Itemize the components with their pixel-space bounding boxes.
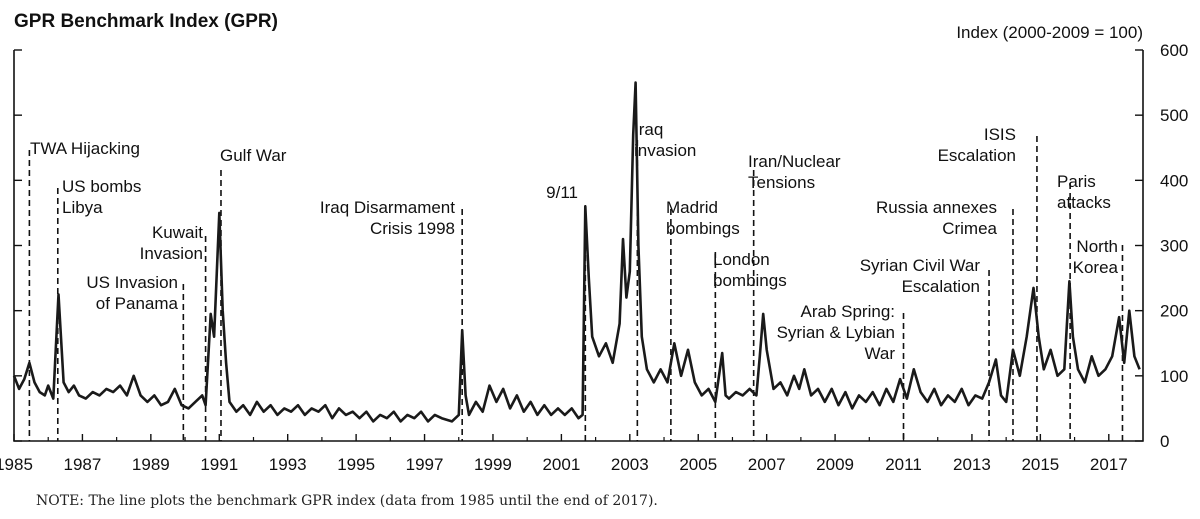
y-tick-label: 500 [1160, 106, 1188, 125]
event-label: invasion [634, 141, 696, 160]
event-marker: Kuwait Invasion [140, 223, 207, 441]
x-tick-label: 1985 [0, 455, 33, 474]
event-marker: Iran/Nuclear Tensions [748, 152, 841, 441]
event-marker: London bombings [713, 250, 787, 441]
event-label: Crisis 1998 [370, 219, 455, 238]
event-label: Libya [62, 198, 103, 217]
event-label: Invasion [140, 244, 203, 263]
x-tick-label: 2009 [816, 455, 854, 474]
event-label: Syrian & Lybian [777, 323, 895, 342]
x-tick-label: 1995 [337, 455, 375, 474]
event-label: Tensions [748, 173, 815, 192]
x-tick-label: 1987 [64, 455, 102, 474]
event-marker: 9/11 [546, 183, 587, 441]
y-tick-label: 400 [1160, 171, 1188, 190]
event-label: Iran/Nuclear [748, 152, 841, 171]
event-label: Russia annexes [876, 198, 997, 217]
y-tick-label: 0 [1160, 432, 1169, 451]
y-tick-label: 600 [1160, 41, 1188, 60]
event-marker: Iraq invasion [634, 120, 696, 441]
event-label: Madrid [666, 198, 718, 217]
x-tick-label: 2001 [542, 455, 580, 474]
event-label: US bombs [62, 177, 141, 196]
x-tick-label: 1997 [406, 455, 444, 474]
x-tick-label: 2003 [611, 455, 649, 474]
event-label: bombings [666, 219, 740, 238]
event-marker: TWA Hijacking [28, 139, 140, 441]
event-marker: Arab Spring: Syrian & Lybian War [777, 302, 905, 441]
y-tick-label: 100 [1160, 367, 1188, 386]
event-label: Escalation [938, 146, 1016, 165]
gpr-series-line [12, 81, 1141, 423]
x-tick-label: 2015 [1021, 455, 1059, 474]
event-label: Paris [1057, 172, 1096, 191]
x-tick-label: 2011 [885, 455, 922, 474]
event-marker: US bombs Libya [56, 177, 141, 441]
event-label: ISIS [984, 125, 1016, 144]
event-label: Iraq Disarmament [320, 198, 455, 217]
event-marker: ISIS Escalation [938, 125, 1038, 441]
event-marker: Paris attacks [1057, 172, 1111, 441]
event-marker: Madrid bombings [666, 198, 740, 441]
event-label: North [1076, 237, 1118, 256]
event-marker: Gulf War [220, 146, 287, 441]
y-tick-label: 200 [1160, 302, 1188, 321]
x-tick-label: 1999 [474, 455, 512, 474]
event-label: Gulf War [220, 146, 287, 165]
x-tick-label: 2005 [679, 455, 717, 474]
x-tick-label: 2007 [748, 455, 786, 474]
event-marker: Iraq Disarmament Crisis 1998 [320, 198, 463, 441]
event-label: Syrian Civil War [860, 256, 981, 275]
event-label: Escalation [902, 277, 980, 296]
x-tick-label: 2017 [1090, 455, 1128, 474]
event-label: 9/11 [546, 183, 578, 202]
event-label: War [864, 344, 895, 363]
event-marker: Syrian Civil War Escalation [860, 256, 990, 441]
x-tick-label: 1989 [132, 455, 170, 474]
chart-title: GPR Benchmark Index (GPR) [14, 11, 278, 32]
footnote: NOTE: The line plots the benchmark GPR i… [36, 493, 658, 509]
y-tick-label: 300 [1160, 237, 1188, 256]
event-label: Kuwait [152, 223, 203, 242]
event-label: Arab Spring: [801, 302, 896, 321]
event-label: TWA Hijacking [30, 139, 140, 158]
event-label: bombings [713, 271, 787, 290]
x-tick-label: 1991 [200, 455, 238, 474]
event-marker: Russia annexes Crimea [876, 198, 1014, 441]
event-label: London [713, 250, 770, 269]
x-tick-label: 1993 [269, 455, 307, 474]
event-marker: US Invasion of Panama [86, 273, 185, 441]
event-label: Iraq [634, 120, 663, 139]
y-axis-label: Index (2000-2009 = 100) [956, 23, 1143, 42]
x-tick-label: 2013 [953, 455, 991, 474]
event-label: US Invasion [86, 273, 178, 292]
event-label: attacks [1057, 193, 1111, 212]
event-label: Crimea [942, 219, 997, 238]
event-marker: North Korea [1073, 237, 1124, 441]
event-label: Korea [1073, 258, 1119, 277]
event-label: of Panama [96, 294, 179, 313]
